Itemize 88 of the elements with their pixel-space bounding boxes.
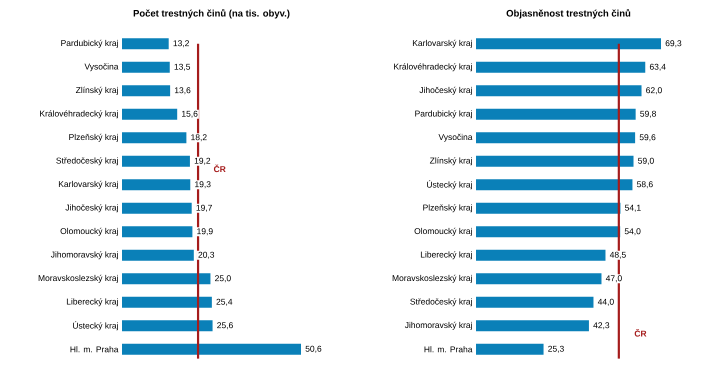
y-tick-label: Liberecký kraj bbox=[420, 251, 472, 260]
y-tick-label: Plzeňský kraj bbox=[69, 134, 118, 142]
bar bbox=[476, 156, 634, 167]
bar bbox=[122, 132, 186, 144]
y-tick-label: Zlínský kraj bbox=[430, 157, 472, 166]
bar bbox=[122, 273, 210, 284]
data-label: 59,0 bbox=[638, 158, 654, 165]
y-tick-label: Plzeňský kraj bbox=[423, 204, 472, 212]
y-tick-label: Vysočina bbox=[84, 63, 118, 72]
y-tick-label: Královéhradecký kraj bbox=[40, 110, 118, 118]
bar bbox=[122, 108, 178, 120]
data-label: 15,6 bbox=[182, 110, 198, 118]
data-label: 19,2 bbox=[194, 158, 210, 165]
y-tick-label: Liberecký kraj bbox=[66, 298, 118, 306]
data-label: 19,7 bbox=[196, 204, 212, 212]
bar bbox=[122, 62, 170, 73]
y-tick-label: Karlovarský kraj bbox=[58, 180, 118, 189]
bar bbox=[122, 202, 192, 214]
bar bbox=[476, 85, 642, 96]
data-label: 59,6 bbox=[640, 134, 656, 142]
data-label: 54,0 bbox=[624, 228, 641, 236]
bar bbox=[122, 85, 170, 96]
bar bbox=[476, 273, 602, 284]
ref-line-label: ČR bbox=[634, 328, 646, 337]
data-label: 50,6 bbox=[306, 346, 322, 353]
y-tick-label: Hl. m. Praha bbox=[424, 346, 472, 352]
data-label: 62,0 bbox=[646, 87, 662, 94]
y-tick-label: Královéhradecký kraj bbox=[394, 63, 472, 72]
bar bbox=[122, 156, 190, 167]
bar bbox=[476, 320, 589, 332]
bar bbox=[476, 179, 632, 190]
y-tick-label: Vysočina bbox=[438, 134, 472, 142]
bar bbox=[122, 38, 169, 50]
data-label: 13,5 bbox=[174, 64, 190, 71]
y-tick-label: Hl. m. Praha bbox=[70, 346, 118, 352]
data-label: 18,2 bbox=[191, 134, 207, 142]
bar bbox=[122, 226, 192, 238]
chart-title: Objasněnost trestných činů bbox=[506, 8, 630, 19]
bar bbox=[476, 62, 646, 73]
bar bbox=[476, 296, 594, 308]
y-tick-label: Karlovarský kraj bbox=[412, 40, 472, 48]
y-tick-label: Ústecký kraj bbox=[73, 321, 118, 330]
y-tick-label: Jihomoravský kraj bbox=[404, 322, 472, 330]
data-label: 59,8 bbox=[640, 110, 656, 118]
bar bbox=[122, 344, 302, 355]
data-label: 25,3 bbox=[548, 346, 564, 353]
y-tick-label: Středočeský kraj bbox=[410, 298, 472, 306]
bar bbox=[476, 226, 620, 238]
bar bbox=[476, 38, 662, 50]
data-label: 13,6 bbox=[174, 87, 190, 94]
data-label: 19,3 bbox=[195, 181, 211, 188]
data-label: 19,9 bbox=[197, 228, 213, 236]
y-tick-label: Olomoucký kraj bbox=[414, 228, 472, 236]
y-tick-label: Pardubický kraj bbox=[61, 40, 118, 48]
data-label: 47,0 bbox=[606, 275, 622, 282]
y-tick-label: Jihočeský kraj bbox=[65, 204, 118, 212]
y-tick-label: Jihočeský kraj bbox=[419, 86, 472, 95]
ref-line-label: ČR bbox=[214, 164, 226, 172]
y-tick-label: Moravskoslezský kraj bbox=[392, 274, 472, 283]
bar bbox=[122, 320, 213, 332]
data-label: 44,0 bbox=[598, 298, 614, 306]
data-label: 25,4 bbox=[216, 298, 232, 306]
y-tick-label: Moravskoslezský kraj bbox=[38, 274, 118, 283]
bar bbox=[476, 344, 544, 355]
y-tick-label: Zlínský kraj bbox=[76, 86, 118, 95]
data-label: 20,3 bbox=[198, 252, 214, 259]
data-label: 48,5 bbox=[610, 252, 626, 259]
y-tick-label: Olomoucký kraj bbox=[60, 228, 118, 236]
bar bbox=[476, 202, 620, 214]
bar bbox=[122, 250, 194, 261]
chart-title: Počet trestných činů (na tis. obyv.) bbox=[134, 8, 290, 19]
bar bbox=[122, 296, 212, 308]
data-label: 63,4 bbox=[650, 64, 666, 71]
data-label: 13,2 bbox=[174, 40, 189, 48]
data-label: 42,3 bbox=[593, 322, 610, 330]
bar bbox=[122, 179, 190, 190]
y-tick-label: Středočeský kraj bbox=[56, 157, 118, 166]
y-tick-label: Jihomoravský kraj bbox=[50, 251, 118, 260]
data-label: 54,1 bbox=[624, 204, 641, 212]
data-label: 25,0 bbox=[215, 275, 231, 282]
y-tick-label: Pardubický kraj bbox=[415, 110, 472, 118]
y-tick-label: Ústecký kraj bbox=[427, 180, 472, 190]
data-label: 69,3 bbox=[666, 40, 682, 48]
bar bbox=[476, 132, 636, 144]
data-label: 25,6 bbox=[217, 322, 233, 330]
bar bbox=[476, 108, 636, 120]
bar bbox=[476, 250, 606, 261]
data-label: 58,6 bbox=[636, 181, 653, 188]
